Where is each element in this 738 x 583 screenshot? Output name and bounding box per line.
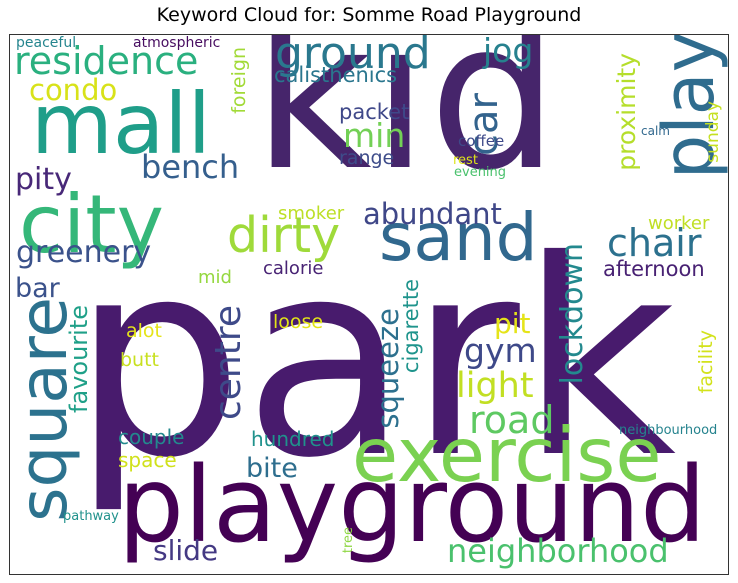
word-dirty: dirty <box>227 207 341 264</box>
word-worker: worker <box>648 213 710 234</box>
word-min: min <box>343 116 406 155</box>
word-butt: butt <box>120 349 160 371</box>
word-facility: facility <box>695 330 717 394</box>
word-bench: bench <box>141 148 240 186</box>
word-evening: evening <box>454 165 507 180</box>
word-mall: mall <box>31 75 211 173</box>
word-neighbourhood: neighbourhood <box>619 423 718 438</box>
word-foreign: foreign <box>228 47 250 114</box>
word-pity: pity <box>15 162 72 197</box>
chart-title: Keyword Cloud for: Somme Road Playground <box>156 4 582 26</box>
word-coffee: coffee <box>458 132 505 150</box>
word-couple: couple <box>118 425 185 449</box>
word-atmospheric: atmospheric <box>133 35 221 51</box>
word-cloud: park kid playground mall city play exercise san… <box>9 34 729 575</box>
word-jog: jog <box>483 34 534 70</box>
word-pathway: pathway <box>63 509 119 524</box>
word-packet: packet <box>339 100 410 124</box>
word-proximity: proximity <box>612 53 641 171</box>
word-calisthenics: calisthenics <box>274 63 398 87</box>
word-road: road <box>469 398 555 442</box>
word-sand: sand <box>379 199 538 276</box>
word-pit: pit <box>494 307 531 340</box>
word-favourite: favourite <box>65 305 93 413</box>
word-peaceful: peaceful <box>16 35 77 51</box>
word-mid: mid <box>198 267 232 288</box>
word-calm: calm <box>641 124 670 138</box>
word-exercise: exercise <box>352 411 662 499</box>
word-rest: rest <box>453 153 478 168</box>
word-centre: centre <box>208 305 249 421</box>
word-light: light <box>456 366 534 406</box>
word-afternoon: afternoon <box>603 257 705 281</box>
word-calorie: calorie <box>263 258 324 279</box>
word-neighborhood: neighborhood <box>447 532 669 570</box>
word-sunday: sunday <box>703 101 723 163</box>
word-chair: chair <box>607 221 702 265</box>
word-loose: loose <box>273 311 324 333</box>
word-tree: tree <box>341 527 356 554</box>
word-hundred: hundred <box>251 427 335 451</box>
word-residence: residence <box>14 39 199 83</box>
word-bar: bar <box>15 273 60 304</box>
word-lockdown: lockdown <box>555 243 590 385</box>
word-city: city <box>19 178 164 271</box>
word-smoker: smoker <box>278 203 345 224</box>
word-slide: slide <box>153 534 219 567</box>
word-park: park <box>72 202 677 517</box>
word-cigarette: cigarette <box>399 279 423 374</box>
word-gym: gym <box>464 331 537 370</box>
word-range: range <box>339 147 395 169</box>
word-kid: kid <box>253 34 559 216</box>
word-alot: alot <box>126 320 162 342</box>
word-space: space <box>118 448 177 472</box>
word-abundant: abundant <box>363 197 502 231</box>
word-ground: ground <box>275 34 431 79</box>
word-condo: condo <box>29 73 118 107</box>
word-bite: bite <box>246 453 298 484</box>
word-greenery: greenery <box>16 235 152 270</box>
word-playground: playground <box>118 444 707 566</box>
